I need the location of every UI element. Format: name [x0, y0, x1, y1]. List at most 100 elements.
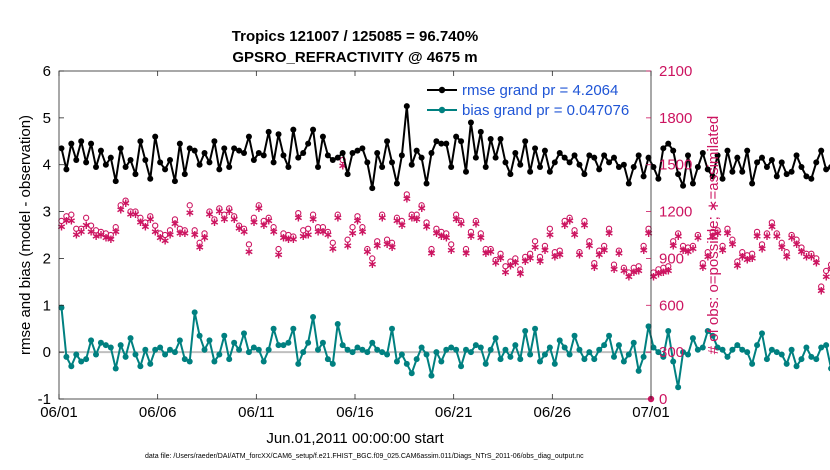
possible-obs-marker [226, 205, 233, 212]
rmse-marker [102, 161, 109, 168]
assimilated-obs-marker: ∗ [86, 224, 96, 238]
rmse-marker [734, 154, 741, 161]
rmse-marker [157, 159, 164, 166]
possible-obs-marker [428, 245, 435, 253]
rmse-marker [171, 178, 178, 185]
assimilated-obs-marker: ∗ [703, 249, 713, 263]
bias-marker [665, 328, 672, 335]
rmse-marker [818, 147, 825, 154]
bias-marker [537, 358, 543, 365]
rmse-marker [773, 173, 780, 180]
assimilated-obs-marker: ∗ [801, 249, 811, 263]
possible-obs-marker [502, 263, 509, 270]
assimilated-obs-marker: ∗ [599, 243, 609, 257]
rmse-marker [117, 145, 124, 152]
rmse-marker [152, 133, 159, 140]
possible-obs-marker [788, 231, 795, 239]
rmse-marker [749, 180, 756, 187]
rmse-marker [97, 147, 104, 154]
rmse-marker [601, 152, 608, 159]
assimilated-obs-marker: ∗ [126, 207, 136, 221]
possible-obs-marker [778, 239, 785, 246]
possible-obs-marker [753, 228, 761, 236]
bias-marker [339, 342, 346, 349]
assimilated-obs-marker: ∗ [402, 192, 412, 206]
rmse-marker [556, 150, 563, 156]
rmse-marker [93, 164, 99, 171]
bias-marker [171, 349, 178, 356]
possible-obs-marker [724, 225, 731, 232]
assimilated-obs-marker: ∗ [343, 238, 353, 252]
possible-obs-marker [734, 258, 741, 265]
rmse-marker [522, 138, 529, 145]
bias-marker [364, 349, 371, 356]
assimilated-obs-marker: ∗ [249, 215, 259, 229]
rmse-marker [398, 152, 405, 159]
legend-bias-marker [438, 106, 446, 114]
assimilated-obs-marker: ∗ [757, 241, 767, 255]
bias-marker [596, 346, 603, 353]
possible-obs-marker [763, 230, 771, 237]
assimilated-obs-marker: ∗ [135, 215, 145, 229]
bias-marker [374, 346, 381, 353]
possible-obs-marker [418, 202, 425, 209]
bias-marker [744, 349, 751, 356]
rmse-marker [334, 154, 341, 161]
legend: rmse grand pr = 4.2064 bias grand pr = 0… [427, 82, 629, 119]
possible-obs-marker [748, 250, 756, 257]
bias-marker [606, 332, 613, 339]
assimilated-obs-marker: ∗ [417, 201, 427, 215]
possible-obs-marker [290, 233, 297, 240]
possible-obs-marker [78, 225, 85, 232]
rmse-marker [191, 147, 198, 154]
y-right-tick-label: 1200 [659, 204, 692, 221]
rmse-marker [142, 157, 149, 164]
data-file-footer: data file: /Users/raeder/DAI/ATM_forcXX/… [145, 453, 584, 460]
assimilated-obs-marker: ∗ [550, 249, 560, 263]
rmse-marker [739, 168, 746, 175]
rmse-marker [408, 161, 415, 168]
assimilated-obs-marker: ∗ [456, 217, 466, 231]
possible-obs-marker [413, 211, 420, 218]
rmse-marker [241, 150, 247, 156]
possible-obs-marker [344, 236, 351, 243]
x-tick-label: 06/26 [534, 404, 572, 421]
bias-marker [132, 351, 139, 358]
rmse-marker [759, 154, 765, 161]
bias-marker [433, 349, 440, 356]
rmse-marker [413, 147, 420, 154]
possible-obs-marker [309, 211, 317, 218]
chart-title-line1: Tropics 121007 / 125085 = 96.740% [232, 28, 478, 45]
possible-obs-marker [171, 216, 179, 223]
bias-marker [152, 346, 159, 353]
rmse-marker [551, 159, 558, 166]
assimilated-obs-marker: ∗ [446, 243, 456, 257]
bias-marker [714, 344, 721, 351]
possible-obs-marker [216, 205, 223, 212]
rmse-marker [537, 164, 543, 171]
bias-marker [620, 358, 627, 365]
y-tick-label: 4 [43, 157, 51, 174]
possible-obs-marker [349, 224, 356, 231]
possible-obs-marker [221, 211, 228, 218]
assimilated-obs-marker: ∗ [175, 226, 185, 240]
rmse-marker [112, 178, 119, 185]
bias-marker [83, 356, 90, 363]
rmse-marker [369, 185, 376, 192]
rmse-marker [305, 140, 312, 147]
assimilated-obs-marker: ∗ [629, 265, 639, 279]
y-tick-label: 1 [43, 297, 51, 314]
assimilated-obs-marker: ∗ [491, 256, 501, 270]
bias-marker [680, 349, 687, 356]
assimilated-obs-marker: ∗ [81, 218, 91, 232]
bias-marker [566, 351, 573, 358]
bias-marker [398, 351, 405, 358]
rmse-marker [186, 145, 193, 152]
possible-obs-marker [467, 228, 475, 236]
rmse-marker [724, 147, 731, 154]
possible-obs-marker [122, 197, 129, 204]
assimilated-obs-marker: ∗ [323, 227, 333, 241]
possible-obs-marker [87, 222, 95, 229]
rmse-marker [319, 133, 326, 140]
rmse-marker [260, 152, 267, 159]
